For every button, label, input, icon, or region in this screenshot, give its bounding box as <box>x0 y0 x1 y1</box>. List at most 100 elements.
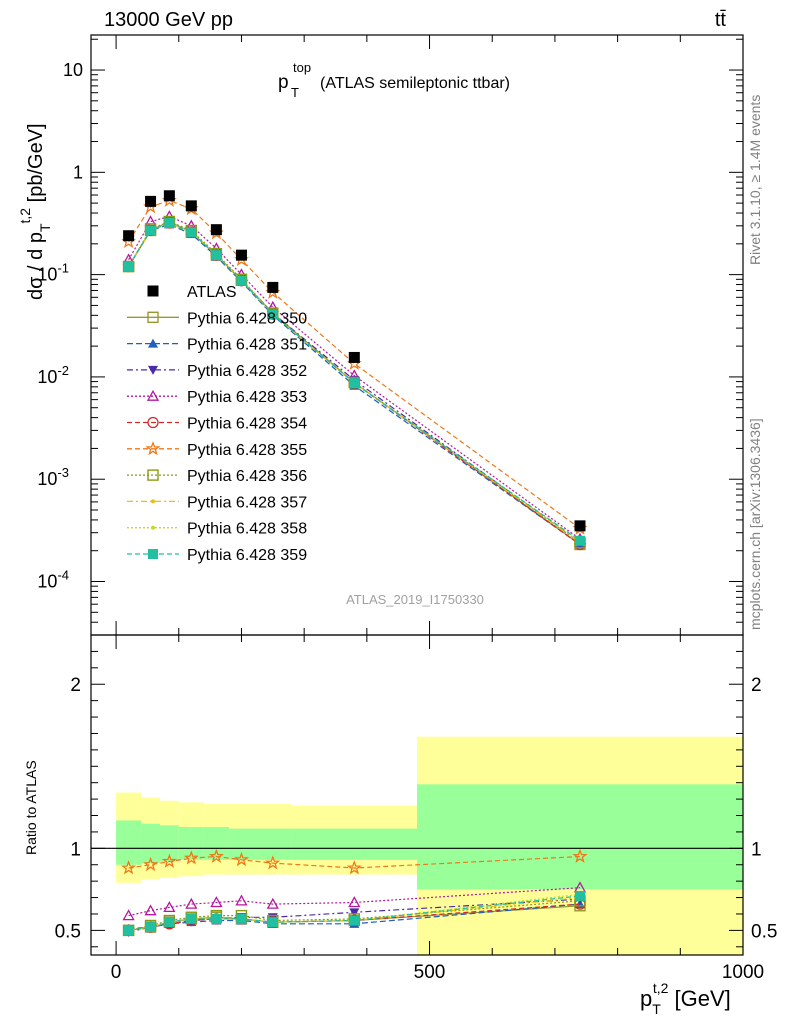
legend-label: Pythia 6.428 351 <box>187 337 307 354</box>
main-y-tick-label: 10-2 <box>37 363 69 387</box>
data-point <box>122 909 135 921</box>
ratio-y-tick-label-right: 1 <box>751 839 762 860</box>
series-atlas <box>123 190 586 532</box>
data-point <box>186 913 197 924</box>
data-point <box>267 309 278 320</box>
legend-entry: Pythia 6.428 358 <box>127 521 307 538</box>
data-point <box>266 897 279 909</box>
data-point <box>575 535 585 546</box>
data-point <box>235 249 247 261</box>
main-y-tick-label: 10-1 <box>37 261 69 285</box>
legend-label: Pythia 6.428 350 <box>187 310 307 327</box>
legend-entry: Pythia 6.428 351 <box>127 337 307 354</box>
series-line <box>128 222 581 544</box>
data-point <box>148 365 158 375</box>
legend-entry: Pythia 6.428 357 <box>127 494 307 511</box>
legend-label: Pythia 6.428 359 <box>187 547 307 564</box>
data-point <box>147 311 159 323</box>
data-point <box>572 848 588 863</box>
data-point <box>185 200 197 212</box>
data-point <box>123 230 135 242</box>
legend-label: Pythia 6.428 353 <box>187 389 307 406</box>
data-point <box>575 890 585 901</box>
series-pythia-6-428-359 <box>123 217 585 546</box>
ratio-series-pythia-6-428-355 <box>121 848 588 875</box>
x-tick-label: 0 <box>111 962 122 983</box>
legend-entry: Pythia 6.428 355 <box>127 440 307 459</box>
main-plot-frame <box>90 34 744 636</box>
data-point <box>145 225 156 236</box>
data-point <box>208 848 224 863</box>
main-y-tick-label: 10 <box>63 60 83 80</box>
ratio-band-inner <box>159 825 179 862</box>
ratio-plot-frame <box>90 634 744 956</box>
data-point <box>147 469 159 481</box>
data-point <box>121 860 137 875</box>
main-title-sub: T <box>291 85 299 100</box>
data-point <box>349 915 360 926</box>
legend-label: Pythia 6.428 354 <box>187 416 307 433</box>
data-point <box>144 904 157 916</box>
data-point <box>163 901 176 913</box>
ratio-y-tick-label: 1 <box>70 839 81 860</box>
main-y-tick-label: 1 <box>73 162 83 182</box>
data-point <box>186 227 197 238</box>
ratio-band-inner <box>291 828 417 860</box>
ratio-y-tick-label: 0.5 <box>55 921 81 942</box>
data-point <box>147 416 159 429</box>
main-series <box>121 190 588 551</box>
main-title-sup: top <box>293 60 311 75</box>
ratio-y-tick-label-right: 2 <box>751 675 762 696</box>
ratio-band <box>91 736 743 955</box>
x-tick-label: 500 <box>414 962 446 983</box>
data-point <box>348 896 361 908</box>
ratio-series <box>121 848 588 938</box>
ratio-series-line <box>128 887 581 917</box>
data-point <box>163 190 175 202</box>
data-point <box>265 855 281 870</box>
data-point <box>148 338 158 348</box>
main-title-p: p <box>278 72 289 93</box>
data-point <box>348 351 360 363</box>
ratio-series-line <box>128 855 581 869</box>
data-point <box>346 860 362 875</box>
data-point <box>210 896 223 908</box>
data-point <box>145 922 156 933</box>
data-point <box>161 853 177 868</box>
data-point <box>574 520 586 532</box>
data-point <box>123 261 134 272</box>
data-point <box>145 195 157 207</box>
data-point <box>236 913 247 924</box>
legend-entry: Pythia 6.428 356 <box>127 468 307 485</box>
legend-entry: Pythia 6.428 359 <box>127 547 307 564</box>
ratio-axes: 2 2 1 1 0.5 0.5 0 500 1000 <box>55 635 777 983</box>
main-y-tick-label: 10-4 <box>37 568 69 592</box>
main-title-rest: (ATLAS semileptonic ttbar) <box>320 75 510 92</box>
legend-entry: Pythia 6.428 353 <box>127 389 307 406</box>
ratio-y-axis-label: Ratio to ATLAS <box>23 760 39 855</box>
header-left: 13000 GeV pp <box>104 9 233 31</box>
legend-label: Pythia 6.428 352 <box>187 363 307 380</box>
data-point <box>151 499 155 504</box>
ratio-series-pythia-6-428-353 <box>122 881 587 921</box>
legend-label: Pythia 6.428 356 <box>187 468 307 485</box>
legend-entry: Pythia 6.428 350 <box>127 310 307 327</box>
ratio-band-inner <box>141 823 160 864</box>
ratio-y-tick-label: 2 <box>70 675 81 696</box>
data-point <box>183 850 199 865</box>
data-point <box>235 894 248 906</box>
analysis-id: ATLAS_2019_I1750330 <box>346 592 484 607</box>
main-axes: 10 1 10-1 10-2 10-3 10-4 <box>37 35 744 636</box>
legend-entry: Pythia 6.428 352 <box>127 363 307 380</box>
data-point <box>148 549 158 559</box>
legend-entry: ATLAS <box>147 284 237 301</box>
data-point <box>236 275 247 286</box>
x-axis-label: pTt,2 [GeV] <box>640 980 731 1017</box>
ratio-band-inner <box>178 827 204 860</box>
series-line <box>128 199 581 529</box>
data-point <box>185 897 198 909</box>
ratio-band-inner <box>203 827 229 860</box>
ratio-band-inner <box>116 820 142 865</box>
ratio-band-inner <box>254 828 292 860</box>
